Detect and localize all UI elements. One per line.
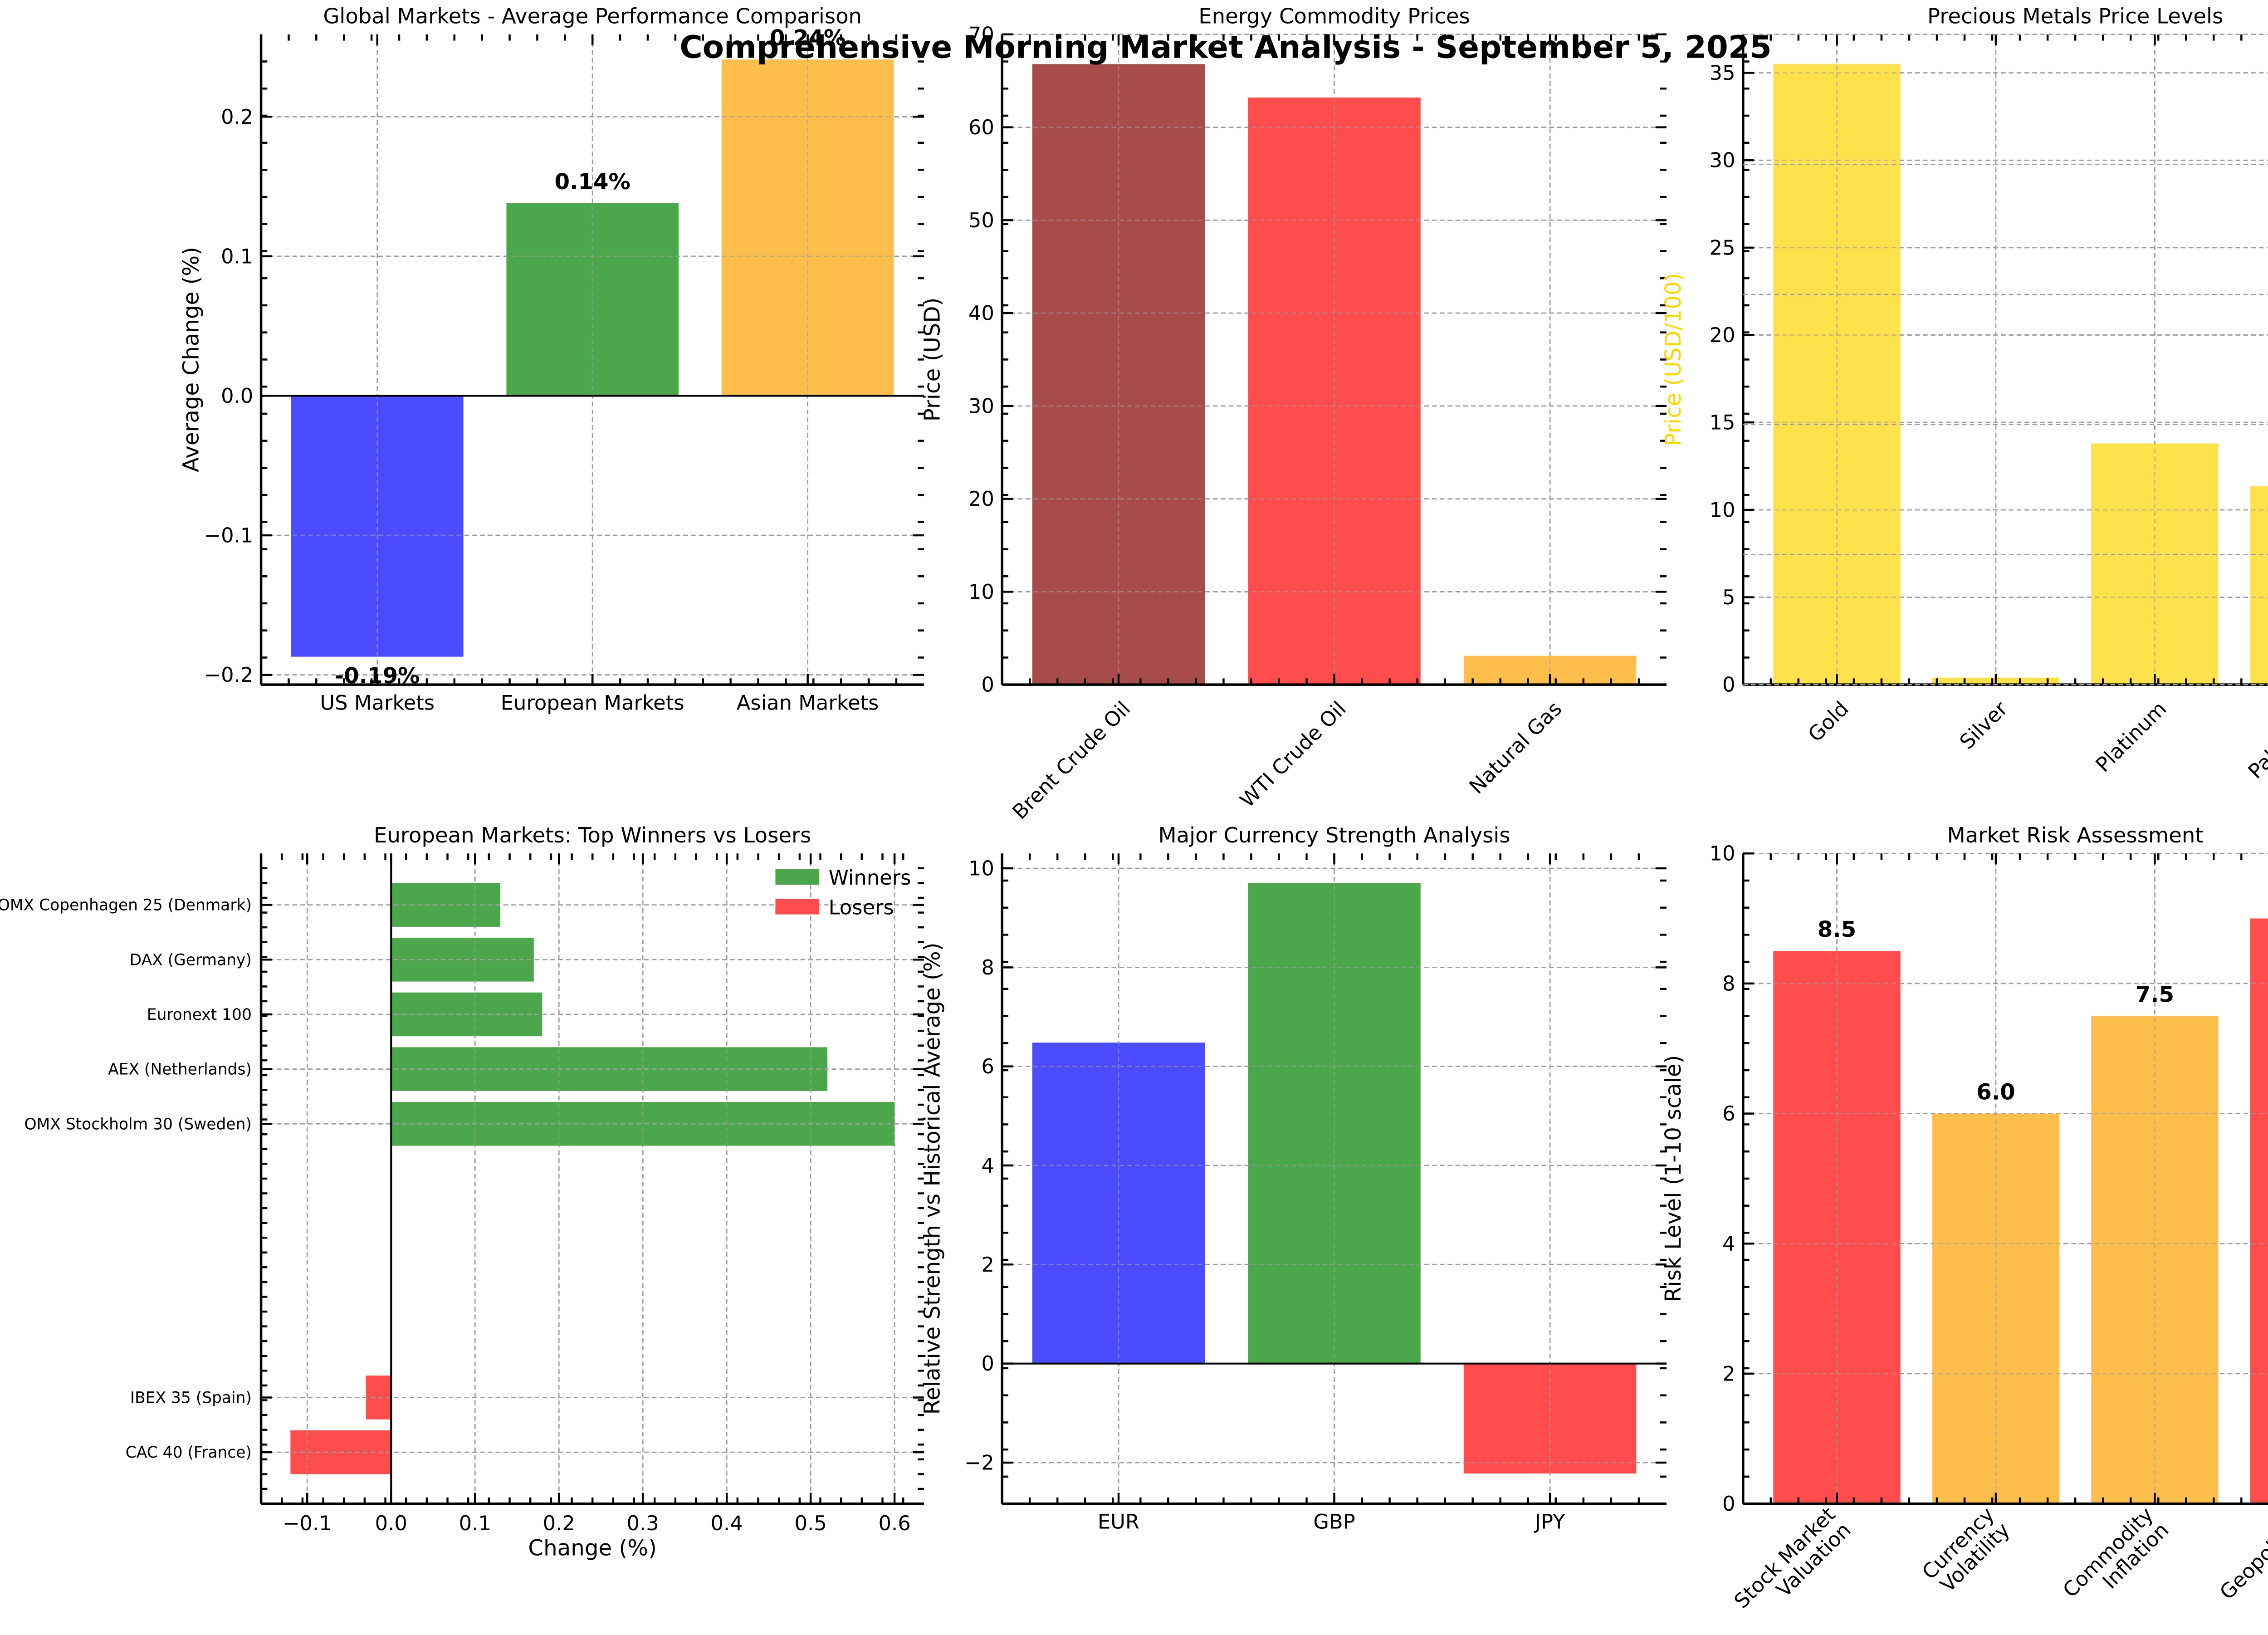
legend-swatch-losers bbox=[775, 899, 819, 915]
chart-title: European Markets: Top Winners vs Losers bbox=[374, 823, 811, 847]
x-tick-label: 0.6 bbox=[878, 1511, 910, 1535]
x-tick-label: Asian Markets bbox=[737, 690, 879, 715]
y-tick-label: −0.1 bbox=[204, 524, 254, 548]
y-tick-label: 8 bbox=[1722, 971, 1735, 995]
y-tick-label: 8 bbox=[981, 955, 994, 979]
x-tick-label: −0.1 bbox=[283, 1511, 332, 1535]
data-label: 6.0 bbox=[1976, 1080, 2015, 1105]
y-tick-label: 50 bbox=[968, 208, 994, 232]
chart-title: Precious Metals Price Levels bbox=[1927, 4, 2223, 29]
y-axis-label: Price (USD/100) bbox=[1661, 273, 1686, 446]
y-tick-label: DAX (Germany) bbox=[130, 951, 252, 969]
x-tick-label: 0.4 bbox=[711, 1511, 743, 1535]
y-tick-label: 20 bbox=[968, 487, 994, 511]
x-tick-label: JPY bbox=[1534, 1510, 1565, 1534]
y-axis-label: Average Change (%) bbox=[179, 247, 204, 472]
y-tick-label: OMX Stockholm 30 (Sweden) bbox=[24, 1115, 251, 1133]
x-tick-label: EUR bbox=[1098, 1510, 1139, 1534]
y-tick-label: OMX Copenhagen 25 (Denmark) bbox=[0, 896, 252, 915]
bar-dax-germany- bbox=[391, 938, 534, 982]
x-tick-label: GBP bbox=[1313, 1510, 1355, 1534]
y-tick-label: 20 bbox=[1710, 323, 1735, 347]
y-tick-label: 60 bbox=[968, 115, 994, 139]
y-tick-label: 70 bbox=[968, 22, 994, 46]
y-tick-label: 10 bbox=[1710, 498, 1735, 522]
legend: Winners Losers bbox=[775, 866, 911, 920]
legend-label-winners: Winners bbox=[829, 866, 911, 890]
y-tick-label: 2 bbox=[981, 1253, 994, 1277]
x-tick-label: European Markets bbox=[501, 690, 684, 715]
bar-wti-crude-oil bbox=[1248, 98, 1421, 685]
y-tick-label: 15 bbox=[1710, 411, 1735, 435]
x-tick-label: 0.0 bbox=[375, 1511, 407, 1535]
chart-europe: European Markets: Top Winners vs Losers O… bbox=[0, 823, 924, 1561]
chart-global: Global Markets - Average Performance Com… bbox=[179, 4, 924, 715]
y-tick-label: IBEX 35 (Spain) bbox=[130, 1389, 252, 1407]
y-axis-label: Relative Strength vs Historical Average … bbox=[919, 942, 945, 1415]
legend-swatch-winners bbox=[775, 869, 819, 885]
y-tick-label: 25 bbox=[1710, 235, 1735, 259]
y-tick-label: Euronext 100 bbox=[147, 1006, 252, 1024]
bar-palladium bbox=[2250, 486, 2268, 685]
x-tick-label: 0.2 bbox=[543, 1511, 575, 1535]
legend-label-losers: Losers bbox=[829, 896, 894, 920]
x-tick-label: 0.1 bbox=[459, 1511, 491, 1535]
chart-title: Global Markets - Average Performance Com… bbox=[323, 4, 862, 29]
figure-suptitle: Comprehensive Morning Market Analysis - … bbox=[679, 29, 1772, 65]
x-tick-label: US Markets bbox=[320, 690, 435, 715]
y-tick-label: 35 bbox=[1710, 61, 1735, 85]
x-tick-label: 0.3 bbox=[627, 1511, 659, 1535]
y-tick-label: 0.0 bbox=[221, 384, 253, 408]
y-axis-label: Price (USD) bbox=[919, 298, 945, 422]
y-tick-label: AEX (Netherlands) bbox=[108, 1061, 252, 1079]
data-label: 8.5 bbox=[1818, 917, 1856, 942]
y-tick-label: 30 bbox=[1710, 148, 1735, 172]
y-tick-label: 0 bbox=[981, 1351, 994, 1376]
y-tick-label: 10 bbox=[968, 857, 994, 881]
y-tick-label: CAC 40 (France) bbox=[126, 1444, 252, 1462]
y-tick-label: 6 bbox=[981, 1054, 994, 1078]
data-label: -0.19% bbox=[335, 663, 420, 689]
y-tick-label: 30 bbox=[968, 394, 994, 418]
data-label: 0.14% bbox=[555, 169, 631, 195]
x-tick-label: 0.5 bbox=[795, 1511, 827, 1535]
chart-panels: Global Markets - Average Performance Com… bbox=[0, 4, 2268, 1613]
chart-title: Market Risk Assessment bbox=[1947, 823, 2204, 847]
data-label: 0.24% bbox=[770, 25, 846, 51]
y-tick-label: 0.1 bbox=[221, 244, 253, 268]
y-tick-label: 4 bbox=[981, 1153, 994, 1177]
y-tick-label: 10 bbox=[1710, 842, 1735, 866]
y-tick-label: 6 bbox=[1722, 1101, 1735, 1126]
y-tick-label: 0 bbox=[1722, 673, 1735, 697]
y-axis-label: Risk Level (1-10 scale) bbox=[1661, 1055, 1686, 1302]
y-tick-label: 0 bbox=[981, 673, 994, 697]
bar-geopolitical-risk bbox=[2250, 918, 2268, 1504]
y-tick-label: −0.2 bbox=[204, 663, 254, 687]
chart-title: Energy Commodity Prices bbox=[1198, 4, 1470, 29]
y-tick-label: −2 bbox=[964, 1450, 994, 1474]
y-tick-label: 5 bbox=[1722, 585, 1735, 609]
y-tick-label: 2 bbox=[1722, 1361, 1735, 1385]
x-axis-label: Change (%) bbox=[528, 1535, 657, 1561]
chart-currency: Major Currency Strength Analysis −2 0 2 4 6 8 1… bbox=[919, 823, 1667, 1534]
chart-metals: Precious Metals Price Levels 0 5 10 15 20 25 30… bbox=[1661, 4, 2268, 783]
bar-asian-markets bbox=[721, 59, 894, 396]
y-tick-label: 40 bbox=[968, 301, 994, 325]
data-label: 7.5 bbox=[2136, 982, 2174, 1008]
y-tick-label: 10 bbox=[968, 580, 994, 604]
chart-title: Major Currency Strength Analysis bbox=[1158, 823, 1510, 847]
y-tick-label: 0.2 bbox=[221, 105, 253, 129]
y-tick-label: 0 bbox=[1722, 1492, 1735, 1516]
y-tick-label: 4 bbox=[1722, 1232, 1735, 1256]
